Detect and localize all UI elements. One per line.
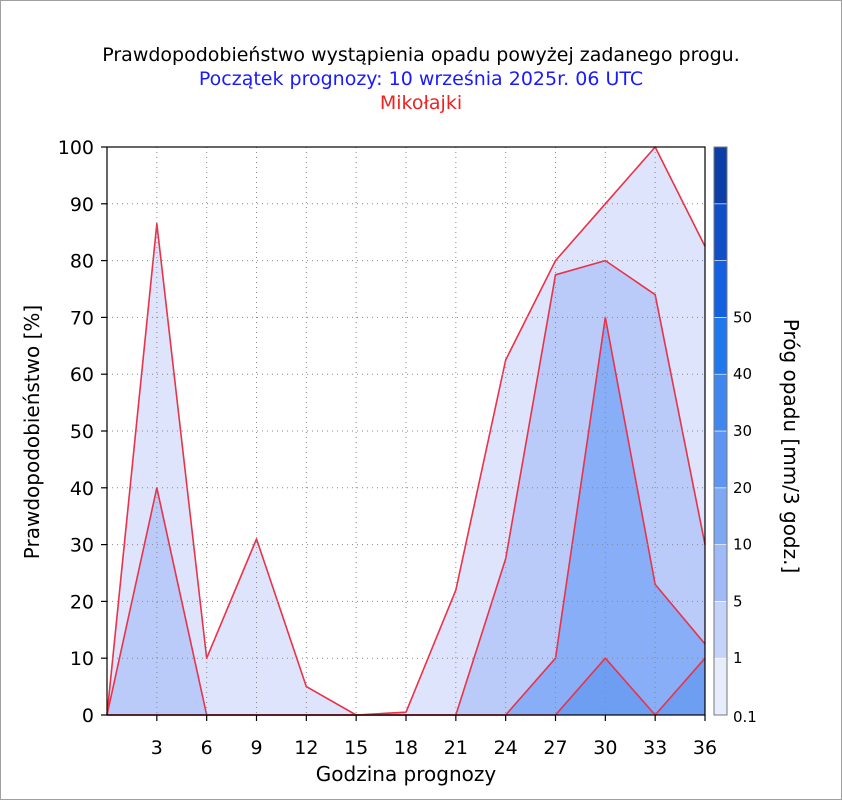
colorbar-segment — [713, 260, 728, 318]
colorbar-tick-label: 1 — [733, 649, 743, 667]
x-tick-label: 21 — [444, 737, 468, 759]
y-tick-label: 10 — [70, 648, 94, 670]
colorbar-segment — [713, 317, 728, 375]
colorbar-tick-label: 50 — [733, 308, 752, 326]
colorbar-segment — [713, 146, 728, 205]
x-tick-label: 33 — [643, 737, 667, 759]
y-tick-label: 90 — [70, 194, 94, 216]
colorbar-segment — [713, 657, 728, 716]
x-axis-label: Godzina prognozy — [316, 762, 497, 786]
x-tick-label: 27 — [543, 737, 567, 759]
colorbar-tick-label: 30 — [733, 422, 752, 440]
colorbar-tick-label: 40 — [733, 365, 752, 383]
y-tick-label: 80 — [70, 251, 94, 273]
x-axis: 3 6 9 12 15 18 21 24 27 30 33 36 — [151, 715, 717, 759]
colorbar-segment — [713, 373, 728, 432]
colorbar-segment — [713, 430, 728, 489]
location-name: Mikołajki — [379, 92, 463, 114]
y-tick-label: 30 — [70, 535, 94, 557]
colorbar-tick-label: 10 — [733, 536, 752, 554]
y-tick-label: 70 — [70, 307, 94, 329]
x-tick-label: 36 — [693, 737, 717, 759]
colorbar-tick-label: 0.1 — [733, 708, 757, 726]
y-tick-label: 40 — [70, 478, 94, 500]
x-tick-label: 6 — [201, 737, 213, 759]
colorbar-segment — [713, 601, 728, 659]
y-tick-label: 0 — [82, 705, 94, 727]
y-tick-label: 60 — [70, 364, 94, 386]
colorbar-label: Próg opadu [mm/3 godz.] — [779, 319, 803, 574]
y-tick-label: 20 — [70, 591, 94, 613]
colorbar-segment — [713, 203, 728, 261]
colorbar-segment — [713, 487, 728, 545]
colorbar-tick-label: 20 — [733, 479, 752, 497]
x-tick-label: 3 — [151, 737, 163, 759]
chart-subtitle: Początek prognozy: 10 września 2025r. 06… — [198, 68, 644, 90]
area-threshold-3 — [107, 658, 705, 715]
colorbar-frame — [713, 146, 728, 716]
colorbar-segment — [713, 544, 728, 602]
threshold-colorbar: 0.1 1 5 10 20 30 40 50 — [713, 146, 757, 726]
y-axis: 0 10 20 30 40 50 60 70 80 90 100 — [58, 137, 107, 727]
x-tick-label: 12 — [294, 737, 318, 759]
x-tick-label: 9 — [250, 737, 262, 759]
x-tick-label: 15 — [344, 737, 368, 759]
y-axis-label: Prawdopodobieństwo [%] — [20, 305, 44, 559]
chart-title: Prawdopodobieństwo wystąpienia opadu pow… — [102, 44, 740, 66]
y-tick-label: 50 — [70, 421, 94, 443]
x-tick-label: 18 — [394, 737, 418, 759]
colorbar-tick-label: 5 — [733, 592, 743, 610]
area-threshold-2 — [107, 317, 705, 715]
area-threshold-1 — [107, 260, 705, 715]
x-tick-label: 24 — [494, 737, 518, 759]
x-tick-label: 30 — [593, 737, 617, 759]
y-tick-label: 100 — [58, 137, 94, 159]
